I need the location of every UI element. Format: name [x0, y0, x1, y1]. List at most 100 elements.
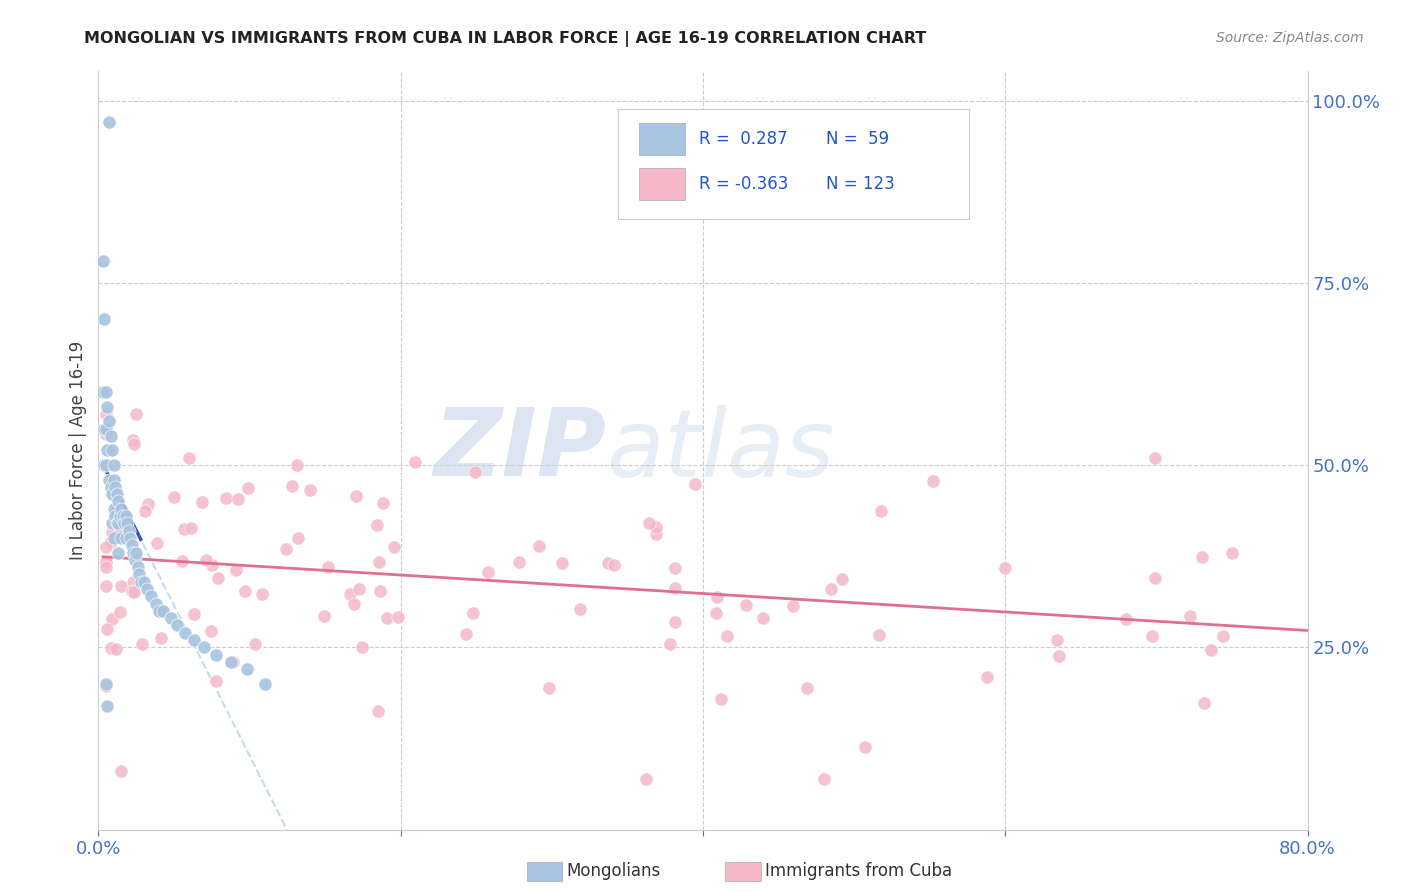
Point — [96, 622, 118, 636]
Point — [108, 509, 131, 524]
Y-axis label: In Labor Force | Age 16-19: In Labor Force | Age 16-19 — [69, 341, 87, 560]
Point — [93, 312, 115, 326]
Point — [94, 555, 117, 569]
Point — [976, 670, 998, 684]
Point — [94, 458, 117, 472]
Point — [752, 611, 775, 625]
Point — [122, 584, 145, 599]
Point — [103, 473, 125, 487]
Text: N =  59: N = 59 — [827, 130, 890, 148]
Point — [710, 691, 733, 706]
Point — [93, 421, 115, 435]
Point — [215, 491, 238, 505]
Point — [1180, 608, 1202, 623]
Point — [94, 579, 117, 593]
Point — [236, 482, 259, 496]
Point — [637, 516, 659, 530]
Point — [537, 681, 560, 695]
Point — [115, 516, 138, 531]
Text: N = 123: N = 123 — [827, 176, 896, 194]
Point — [105, 487, 128, 501]
Point — [100, 640, 122, 655]
Point — [173, 625, 195, 640]
Point — [253, 677, 276, 691]
Point — [782, 599, 804, 613]
Point — [200, 624, 222, 638]
Point — [664, 561, 686, 575]
Point — [1199, 643, 1222, 657]
Point — [1046, 632, 1069, 647]
Point — [205, 674, 228, 689]
Point — [107, 545, 129, 559]
Point — [122, 437, 145, 451]
Point — [207, 571, 229, 585]
Point — [94, 560, 117, 574]
Point — [314, 609, 336, 624]
Point — [127, 560, 149, 574]
Point — [110, 764, 132, 779]
Point — [94, 556, 117, 570]
Point — [110, 579, 132, 593]
Point — [111, 509, 134, 524]
Point — [368, 555, 391, 569]
Point — [1192, 696, 1215, 710]
Point — [145, 535, 167, 549]
Point — [107, 494, 129, 508]
Point — [659, 637, 682, 651]
Point — [131, 637, 153, 651]
Point — [706, 606, 728, 620]
Point — [1220, 545, 1243, 559]
Point — [179, 450, 201, 465]
Point — [464, 465, 486, 479]
Point — [644, 526, 666, 541]
Point — [125, 545, 148, 559]
Point — [1143, 451, 1166, 466]
Point — [343, 597, 366, 611]
Point — [180, 520, 202, 534]
Point — [1191, 549, 1213, 564]
Point — [201, 558, 224, 572]
Point — [461, 606, 484, 620]
Point — [114, 514, 136, 528]
Point — [868, 628, 890, 642]
Point — [122, 433, 145, 447]
Point — [98, 414, 121, 428]
Point — [101, 443, 124, 458]
Point — [104, 641, 127, 656]
Point — [101, 612, 124, 626]
Text: R =  0.287: R = 0.287 — [699, 130, 787, 148]
Point — [371, 496, 394, 510]
Point — [94, 556, 117, 570]
Point — [110, 501, 132, 516]
Point — [664, 615, 686, 629]
Point — [114, 531, 136, 545]
Point — [125, 407, 148, 421]
Point — [831, 572, 853, 586]
Point — [869, 504, 891, 518]
Point — [129, 574, 152, 589]
Point — [108, 605, 131, 619]
Point — [226, 492, 249, 507]
Point — [243, 637, 266, 651]
Point — [921, 474, 943, 488]
Point — [122, 575, 145, 590]
Point — [124, 553, 146, 567]
Point — [634, 772, 657, 786]
Point — [103, 531, 125, 545]
Point — [235, 662, 257, 676]
Point — [194, 553, 217, 567]
Point — [110, 526, 132, 541]
Point — [190, 494, 212, 508]
Point — [96, 443, 118, 458]
Point — [132, 574, 155, 589]
Point — [105, 505, 128, 519]
Point — [170, 554, 193, 568]
Point — [1115, 612, 1137, 626]
Point — [94, 421, 117, 435]
Point — [375, 611, 398, 625]
Point — [115, 518, 138, 533]
Point — [107, 516, 129, 531]
Point — [96, 400, 118, 414]
Point — [183, 633, 205, 648]
Point — [287, 531, 309, 545]
